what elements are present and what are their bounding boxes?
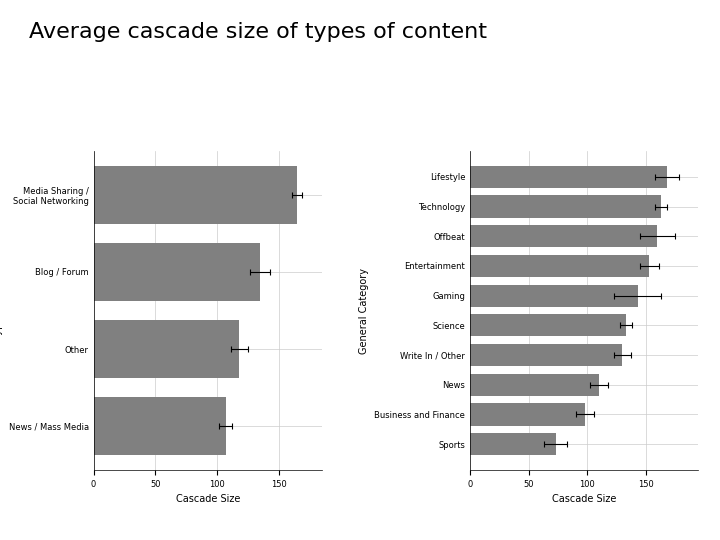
Y-axis label: General Category: General Category [359,267,369,354]
Bar [94,320,239,378]
Bar [470,225,657,247]
X-axis label: Cascade Size: Cascade Size [552,494,616,504]
X-axis label: Cascade Size: Cascade Size [176,494,240,504]
Bar [94,166,297,224]
Bar [470,255,649,277]
Y-axis label: Type of URL: Type of URL [0,282,3,339]
Text: Average cascade size of types of content: Average cascade size of types of content [29,22,487,42]
Bar [470,433,556,455]
Bar [470,166,667,188]
Bar [470,285,637,307]
Bar [470,344,622,366]
Bar [94,243,260,301]
Bar [470,403,585,426]
Bar [470,195,661,218]
Bar [94,397,225,455]
Bar [470,314,626,336]
Bar [470,374,599,396]
